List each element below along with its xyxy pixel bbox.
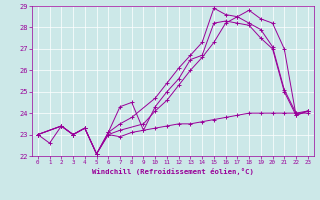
X-axis label: Windchill (Refroidissement éolien,°C): Windchill (Refroidissement éolien,°C): [92, 168, 254, 175]
